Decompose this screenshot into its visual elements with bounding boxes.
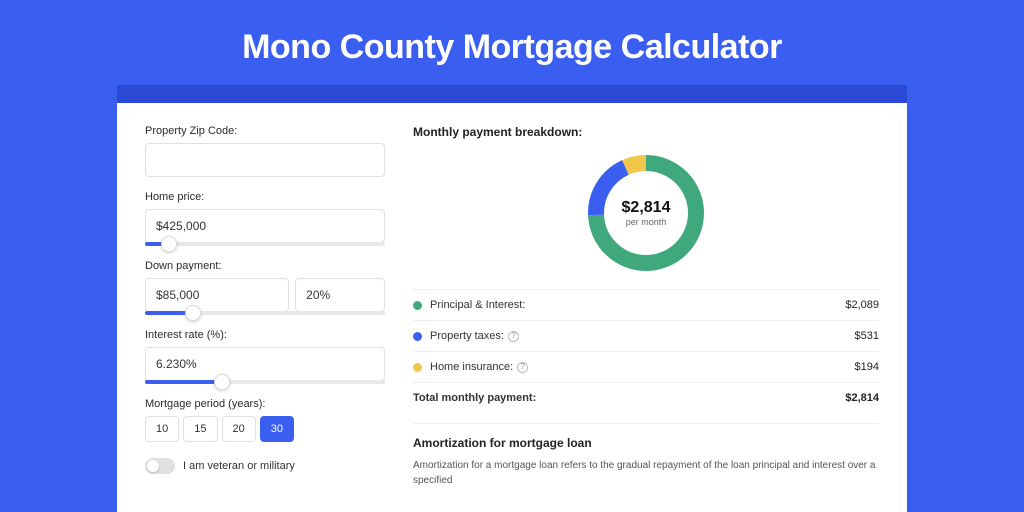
zip-label: Property Zip Code: bbox=[145, 125, 385, 137]
interest-rate-slider-fill bbox=[145, 380, 222, 384]
breakdown-total-label: Total monthly payment: bbox=[413, 392, 845, 404]
interest-rate-label: Interest rate (%): bbox=[145, 329, 385, 341]
breakdown-row: Principal & Interest:$2,089 bbox=[413, 289, 879, 320]
mortgage-period-label: Mortgage period (years): bbox=[145, 398, 385, 410]
breakdown-row: Home insurance:?$194 bbox=[413, 351, 879, 382]
down-payment-slider[interactable] bbox=[145, 311, 385, 315]
zip-input[interactable] bbox=[145, 143, 385, 177]
donut-center: $2,814 per month bbox=[586, 153, 706, 273]
amortization-title: Amortization for mortgage loan bbox=[413, 436, 879, 450]
breakdown-row-label: Property taxes:? bbox=[430, 330, 855, 342]
veteran-label: I am veteran or military bbox=[183, 460, 295, 472]
down-payment-amount-input[interactable] bbox=[145, 278, 289, 312]
field-mortgage-period: Mortgage period (years): 10152030 bbox=[145, 398, 385, 442]
mortgage-period-options: 10152030 bbox=[145, 416, 385, 442]
calculator-panel: Property Zip Code: Home price: Down paym… bbox=[117, 103, 907, 512]
period-btn-30[interactable]: 30 bbox=[260, 416, 294, 442]
down-payment-label: Down payment: bbox=[145, 260, 385, 272]
home-price-input[interactable] bbox=[145, 209, 385, 243]
breakdown-row-value: $531 bbox=[855, 330, 879, 342]
breakdown-title: Monthly payment breakdown: bbox=[413, 125, 879, 139]
period-btn-10[interactable]: 10 bbox=[145, 416, 179, 442]
legend-dot-icon bbox=[413, 332, 422, 341]
home-price-slider[interactable] bbox=[145, 242, 385, 246]
period-btn-15[interactable]: 15 bbox=[183, 416, 217, 442]
info-icon[interactable]: ? bbox=[508, 331, 519, 342]
home-price-label: Home price: bbox=[145, 191, 385, 203]
donut-center-label: per month bbox=[626, 217, 667, 227]
breakdown-row: Property taxes:?$531 bbox=[413, 320, 879, 351]
field-home-price: Home price: bbox=[145, 191, 385, 246]
veteran-toggle-knob bbox=[147, 460, 159, 472]
field-zip: Property Zip Code: bbox=[145, 125, 385, 177]
amortization-section: Amortization for mortgage loan Amortizat… bbox=[413, 423, 879, 488]
info-icon[interactable]: ? bbox=[517, 362, 528, 373]
page-title: Mono County Mortgage Calculator bbox=[0, 0, 1024, 85]
breakdown-total-row: Total monthly payment:$2,814 bbox=[413, 382, 879, 413]
down-payment-slider-thumb[interactable] bbox=[185, 305, 201, 321]
donut-chart: $2,814 per month bbox=[586, 153, 706, 273]
form-column: Property Zip Code: Home price: Down paym… bbox=[145, 125, 385, 512]
interest-rate-slider[interactable] bbox=[145, 380, 385, 384]
breakdown-row-label: Home insurance:? bbox=[430, 361, 855, 373]
legend-dot-icon bbox=[413, 301, 422, 310]
interest-rate-slider-thumb[interactable] bbox=[214, 374, 230, 390]
field-down-payment: Down payment: bbox=[145, 260, 385, 315]
veteran-row: I am veteran or military bbox=[145, 458, 385, 474]
legend-dot-icon bbox=[413, 363, 422, 372]
amortization-text: Amortization for a mortgage loan refers … bbox=[413, 458, 879, 488]
panel-outer: Property Zip Code: Home price: Down paym… bbox=[117, 85, 907, 512]
breakdown-row-value: $2,089 bbox=[845, 299, 879, 311]
veteran-toggle[interactable] bbox=[145, 458, 175, 474]
down-payment-percent-input[interactable] bbox=[295, 278, 385, 312]
breakdown-column: Monthly payment breakdown: $2,814 per mo… bbox=[413, 125, 879, 512]
breakdown-list: Principal & Interest:$2,089Property taxe… bbox=[413, 289, 879, 413]
home-price-slider-thumb[interactable] bbox=[161, 236, 177, 252]
interest-rate-input[interactable] bbox=[145, 347, 385, 381]
breakdown-total-value: $2,814 bbox=[845, 392, 879, 404]
breakdown-row-label: Principal & Interest: bbox=[430, 299, 845, 311]
donut-center-value: $2,814 bbox=[622, 199, 671, 217]
donut-wrap: $2,814 per month bbox=[413, 149, 879, 283]
field-interest-rate: Interest rate (%): bbox=[145, 329, 385, 384]
period-btn-20[interactable]: 20 bbox=[222, 416, 256, 442]
breakdown-row-value: $194 bbox=[855, 361, 879, 373]
